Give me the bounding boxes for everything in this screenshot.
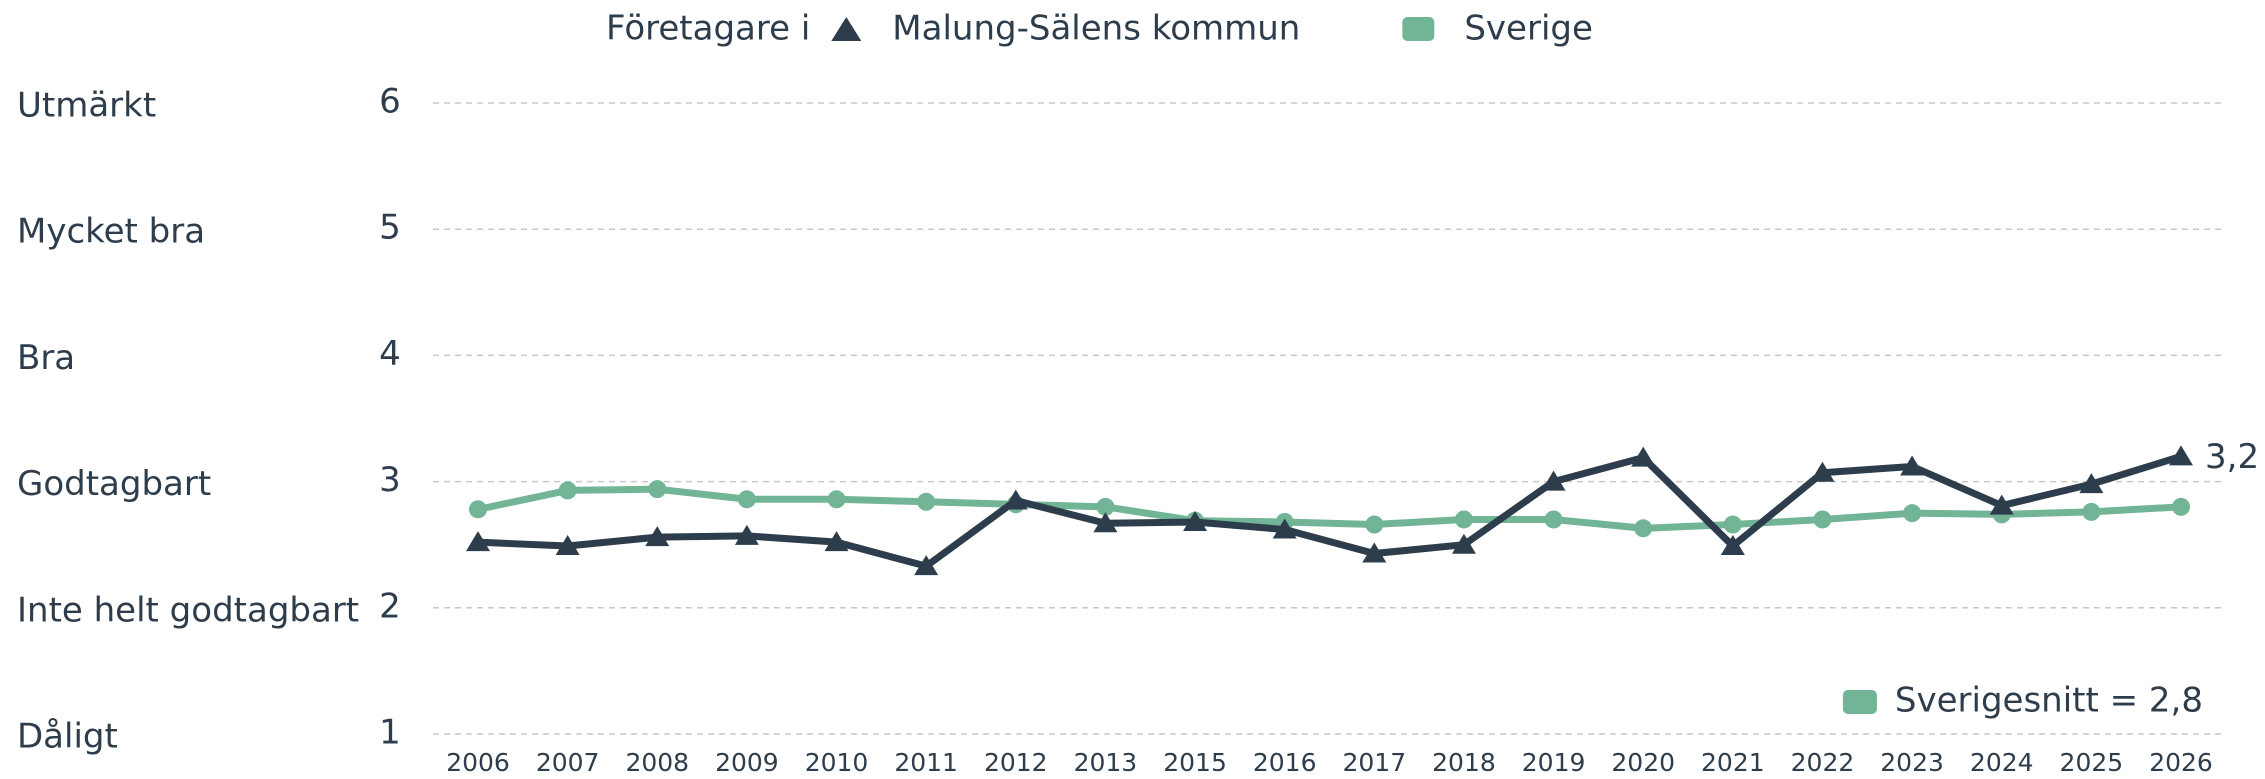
point — [1093, 512, 1118, 533]
point — [824, 531, 849, 552]
point — [2079, 473, 2104, 494]
point — [1631, 446, 1656, 467]
point — [1272, 518, 1297, 539]
point — [1544, 510, 1563, 529]
series-line — [477, 453, 2183, 570]
point — [1541, 470, 1566, 491]
point — [1810, 461, 1835, 482]
point — [1634, 519, 1653, 538]
y-tick-label: 2 — [379, 586, 401, 626]
y-rating-label: Mycket bra — [17, 212, 205, 252]
point — [1451, 533, 1476, 554]
x-tick-label: 2020 — [1611, 748, 1675, 777]
x-tick-label: 2009 — [715, 748, 779, 777]
x-tick-label: 2018 — [1432, 748, 1496, 777]
y-tick-label: 4 — [379, 334, 401, 374]
point — [555, 534, 580, 555]
x-tick-label: 2021 — [1701, 748, 1765, 777]
annotation: Sverigesnitt = 2,8 — [1895, 681, 2203, 721]
y-rating-label: Bra — [17, 338, 75, 378]
point — [469, 500, 487, 519]
annotation-swatch — [1842, 690, 1877, 714]
x-tick-label: 2016 — [1253, 748, 1317, 777]
x-tick-label: 2019 — [1522, 748, 1586, 777]
point — [827, 490, 846, 509]
y-rating-label: Inte helt godtagbart — [17, 590, 359, 630]
point — [1183, 510, 1208, 531]
point — [1365, 515, 1384, 534]
legend-marker — [831, 17, 862, 41]
y-tick-label: 3 — [379, 460, 401, 500]
x-tick-label: 2025 — [2060, 748, 2124, 777]
legend-title: Företagare i — [606, 9, 810, 49]
series-line — [477, 485, 2182, 532]
point — [1362, 542, 1387, 563]
point — [466, 531, 490, 552]
point — [558, 481, 577, 500]
y-rating-label: Godtagbart — [17, 464, 211, 504]
point — [2082, 502, 2101, 521]
x-tick-label: 2026 — [2149, 748, 2213, 777]
y-rating-label: Dåligt — [17, 717, 118, 757]
point — [648, 480, 667, 499]
point — [2172, 497, 2190, 516]
point — [2169, 445, 2193, 466]
point — [1454, 510, 1473, 529]
x-tick-label: 2015 — [1163, 748, 1227, 777]
x-tick-label: 2010 — [805, 748, 869, 777]
point — [914, 555, 939, 576]
legend-label: Malung-Sälens kommun — [892, 9, 1300, 49]
point — [1903, 504, 1922, 523]
y-tick-label: 5 — [379, 208, 401, 248]
legend-label: Sverige — [1464, 9, 1593, 49]
x-tick-label: 2024 — [1970, 748, 2034, 777]
x-tick-label: 2006 — [446, 748, 510, 777]
x-tick-label: 2011 — [894, 748, 958, 777]
point — [917, 492, 936, 511]
x-tick-label: 2013 — [1074, 748, 1138, 777]
point — [1900, 455, 1925, 476]
point — [1723, 515, 1742, 534]
point — [734, 524, 759, 545]
point — [645, 526, 670, 547]
point — [1096, 497, 1115, 516]
value-label: 3,2 — [2205, 437, 2259, 477]
x-tick-label: 2008 — [625, 748, 689, 777]
point — [1989, 494, 2014, 515]
x-tick-label: 2023 — [1880, 748, 1944, 777]
point — [1813, 510, 1832, 529]
legend-marker — [1402, 17, 1435, 41]
x-tick-label: 2022 — [1791, 748, 1855, 777]
x-tick-label: 2012 — [984, 748, 1048, 777]
point — [737, 490, 756, 509]
point — [1003, 489, 1028, 510]
x-tick-label: 2017 — [1343, 748, 1407, 777]
y-tick-label: 6 — [379, 82, 401, 122]
y-rating-label: Utmärkt — [17, 86, 156, 126]
point — [1720, 534, 1745, 555]
y-tick-label: 1 — [379, 713, 401, 753]
x-tick-label: 2007 — [536, 748, 600, 777]
